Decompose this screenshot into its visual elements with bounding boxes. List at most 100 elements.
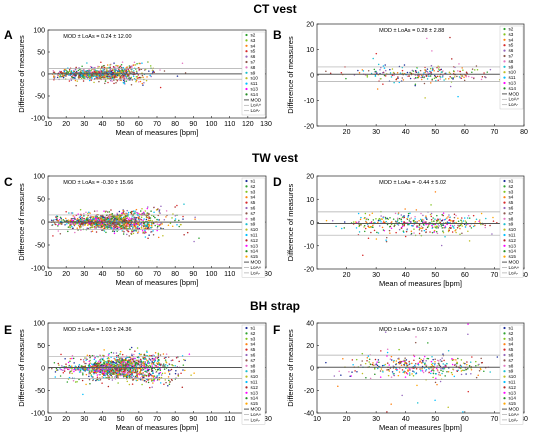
data-point — [135, 217, 138, 219]
data-point — [418, 224, 421, 226]
data-point — [97, 75, 100, 77]
data-point — [395, 78, 397, 81]
data-point — [479, 221, 481, 224]
data-point — [458, 63, 460, 65]
data-point — [84, 370, 86, 372]
data-point — [390, 403, 392, 405]
data-point — [402, 231, 405, 234]
data-point — [416, 225, 418, 227]
data-point — [471, 71, 473, 73]
data-point — [62, 74, 65, 77]
data-point — [142, 374, 144, 376]
data-point — [110, 75, 113, 77]
legend-marker-subject — [503, 255, 506, 258]
data-point — [124, 218, 126, 221]
data-point — [435, 76, 438, 79]
data-point — [408, 75, 410, 77]
data-point — [391, 68, 394, 70]
data-point — [414, 220, 417, 223]
x-tick-label: 40 — [402, 129, 410, 136]
data-point — [123, 222, 126, 225]
data-point — [158, 364, 161, 366]
data-point — [361, 372, 364, 375]
data-point — [88, 373, 90, 375]
data-point — [357, 212, 360, 215]
data-point — [422, 214, 424, 217]
data-point — [79, 76, 82, 78]
data-point — [59, 375, 62, 377]
data-point — [432, 376, 434, 379]
legend-label: s5 — [509, 43, 514, 48]
data-point — [137, 74, 139, 76]
data-point — [111, 376, 113, 378]
data-point — [474, 220, 477, 223]
x-tick-label: 70 — [153, 271, 161, 278]
legend-label: s2 — [509, 184, 514, 189]
data-point — [457, 224, 459, 227]
data-point — [410, 232, 413, 235]
data-point — [136, 379, 139, 381]
data-point — [132, 232, 135, 235]
data-point — [416, 220, 418, 223]
data-point — [455, 365, 458, 367]
data-point — [119, 70, 121, 72]
data-point — [368, 214, 371, 216]
legend-label: s3 — [251, 38, 256, 43]
data-point — [91, 75, 94, 77]
data-point — [97, 369, 99, 371]
data-point — [79, 225, 82, 227]
data-point — [401, 77, 404, 79]
legend-marker-subject — [503, 33, 506, 36]
data-point — [395, 231, 397, 234]
data-point — [54, 223, 56, 225]
data-point — [82, 80, 85, 82]
x-tick-label: 40 — [402, 416, 410, 423]
data-point — [434, 381, 437, 384]
mod-loa-annotation: MOD ± LoAs = 0.24 ± 12.00 — [63, 34, 131, 40]
y-tick-label: -10 — [304, 243, 314, 250]
data-point — [144, 370, 146, 373]
data-point — [90, 222, 93, 225]
data-point — [438, 221, 441, 223]
data-point — [71, 365, 73, 367]
data-point — [75, 71, 77, 74]
data-point — [143, 227, 146, 230]
data-point — [163, 219, 166, 221]
data-point — [134, 350, 136, 352]
data-point — [118, 364, 120, 367]
data-point — [114, 216, 117, 218]
data-point — [362, 70, 365, 72]
data-point — [389, 68, 391, 71]
data-point — [133, 61, 136, 63]
data-point — [444, 226, 447, 229]
plot-frame — [316, 175, 525, 270]
data-point — [398, 217, 401, 220]
data-point — [101, 371, 104, 374]
data-point — [159, 371, 162, 374]
x-axis-label: Mean of measures [bpm] — [116, 128, 199, 137]
data-point — [110, 364, 113, 366]
data-point — [120, 361, 122, 364]
data-point — [95, 368, 98, 371]
data-point — [398, 371, 401, 373]
data-point — [143, 212, 146, 215]
data-point — [439, 358, 442, 361]
mod-loa-annotation: MOD ± LoAs = -0.30 ± 15.66 — [63, 180, 133, 186]
data-point — [174, 214, 177, 217]
data-point — [93, 81, 95, 84]
data-point — [484, 224, 486, 226]
data-point — [68, 376, 71, 379]
data-point — [148, 362, 151, 364]
x-tick-label: 50 — [431, 416, 439, 423]
data-point — [124, 361, 127, 364]
data-point — [376, 364, 379, 367]
data-point — [133, 368, 136, 370]
data-point — [142, 379, 144, 381]
data-point — [446, 217, 448, 219]
data-point — [151, 386, 153, 388]
data-point — [164, 372, 166, 374]
data-point — [146, 227, 149, 230]
legend-label: s10 — [251, 374, 259, 379]
data-point — [70, 79, 73, 82]
data-point — [138, 218, 140, 221]
